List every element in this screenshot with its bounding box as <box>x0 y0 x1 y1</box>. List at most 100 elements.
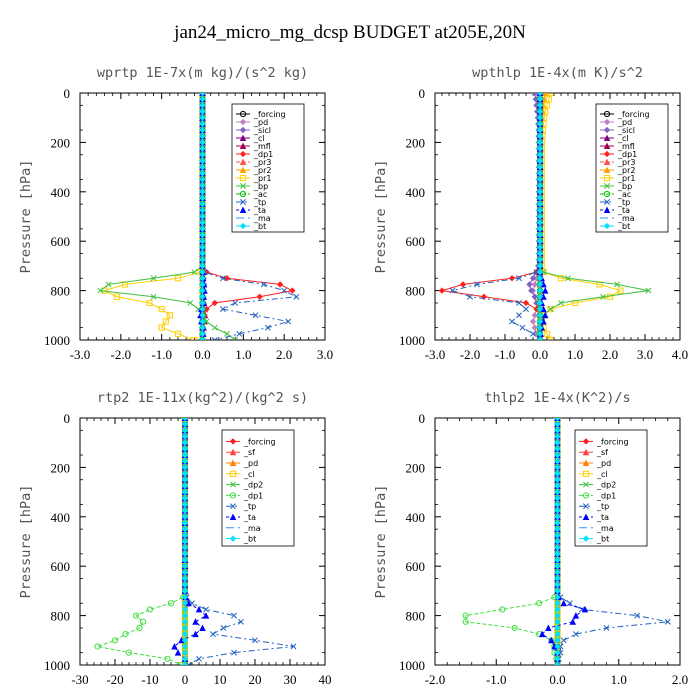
data-point <box>219 306 226 313</box>
data-point <box>236 330 243 337</box>
legend-marker <box>604 183 610 189</box>
data-point <box>554 630 561 638</box>
data-point <box>174 330 182 337</box>
data-point <box>617 287 624 294</box>
x-tick-label: 3.0 <box>637 347 653 362</box>
legend-label: _ta <box>253 206 266 215</box>
data-point <box>536 225 544 233</box>
y-tick-label: 200 <box>51 460 71 475</box>
x-tick-label: -1.0 <box>486 672 507 687</box>
chart-panel-4: thlp2 1E-4x(K^2)/s Pressure [hPa] -2.0 -1.0… <box>373 390 688 687</box>
data-point <box>536 330 544 337</box>
legend-label: _mfl <box>253 142 271 151</box>
data-point <box>181 643 189 650</box>
data-point <box>536 182 544 189</box>
data-point <box>199 330 206 337</box>
legend-marker <box>603 150 611 158</box>
data-point <box>569 618 577 625</box>
series-dp1 <box>462 418 561 665</box>
y-tick-label: 600 <box>51 234 71 249</box>
x-tick-label: -20 <box>106 672 123 687</box>
data-point <box>536 312 544 319</box>
data-point <box>181 630 189 638</box>
legend-marker <box>603 110 611 118</box>
data-point <box>181 556 189 564</box>
data-point <box>565 275 571 282</box>
legend-marker <box>240 199 246 205</box>
plot-area <box>438 93 652 340</box>
series-dp1 <box>94 418 189 665</box>
panel-title: rtp2 1E-11x(kg^2)/(kg^2 s) <box>97 390 308 406</box>
x-tick-label: -1.0 <box>151 347 172 362</box>
data-point <box>554 569 561 576</box>
data-point <box>536 133 544 140</box>
data-point <box>536 120 544 128</box>
figure-title: jan24_micro_mg_dcsp BUDGET at205E,20N <box>173 22 526 43</box>
data-point <box>554 600 561 607</box>
legend-marker <box>603 158 611 165</box>
data-point <box>634 612 641 619</box>
legend-label: _cl <box>253 134 265 143</box>
data-point <box>199 268 206 276</box>
data-point <box>536 200 544 208</box>
data-point <box>554 575 561 582</box>
legend-marker <box>582 492 590 499</box>
data-point <box>516 275 522 282</box>
x-tick-label: -1.0 <box>495 347 516 362</box>
data-point <box>542 287 549 294</box>
x-tick-label: 30 <box>284 672 297 687</box>
legend: _forcing_pd_sicl_cl_mfl_dp1_pr3_pr2_pr1_… <box>231 103 305 233</box>
legend-label: _forcing <box>596 437 629 446</box>
data-point <box>554 418 561 422</box>
data-point <box>210 631 216 638</box>
data-point <box>536 281 544 288</box>
legend-label: _pr3 <box>253 158 271 167</box>
data-point <box>191 269 198 276</box>
data-point <box>536 219 544 226</box>
data-point <box>199 120 206 128</box>
data-point <box>459 281 467 288</box>
data-point <box>554 495 561 502</box>
y-tick-label: 0 <box>64 86 71 101</box>
series-dp1 <box>438 93 544 340</box>
data-point <box>542 311 549 319</box>
legend-label: _tp <box>596 502 609 511</box>
data-point <box>181 600 189 607</box>
data-point <box>536 244 544 251</box>
data-point <box>511 624 518 632</box>
x-tick-label: 1.0 <box>235 347 251 362</box>
data-point <box>199 145 206 152</box>
y-axis-label: Pressure [hPa] <box>18 160 34 274</box>
data-point <box>554 470 561 477</box>
legend-marker <box>239 110 247 118</box>
data-point <box>293 293 300 300</box>
series-pr1 <box>101 93 206 340</box>
data-point <box>232 299 239 306</box>
legend-label: _ta <box>617 206 630 215</box>
data-point <box>289 287 296 294</box>
data-point <box>181 569 189 576</box>
data-point <box>554 519 561 527</box>
data-point <box>150 293 157 300</box>
data-point <box>181 470 189 477</box>
legend: _forcing_pd_sicl_cl_mfl_dp1_pr3_pr2_pr1_… <box>595 103 669 233</box>
data-point <box>181 637 189 644</box>
data-point <box>536 299 544 307</box>
y-tick-label: 800 <box>406 609 426 624</box>
data-point <box>199 624 206 631</box>
data-point <box>199 250 206 257</box>
legend-marker <box>603 126 611 134</box>
data-point <box>199 287 206 294</box>
data-point <box>232 337 239 340</box>
legend-label: _ta <box>243 513 256 522</box>
x-tick-label: 1.0 <box>611 672 627 687</box>
data-point <box>181 439 189 446</box>
data-point <box>199 188 206 195</box>
data-point <box>211 324 218 331</box>
data-point <box>554 550 561 558</box>
x-tick-label: -2.0 <box>460 347 481 362</box>
data-point <box>199 102 206 109</box>
data-point <box>252 312 259 319</box>
data-point <box>146 606 154 613</box>
